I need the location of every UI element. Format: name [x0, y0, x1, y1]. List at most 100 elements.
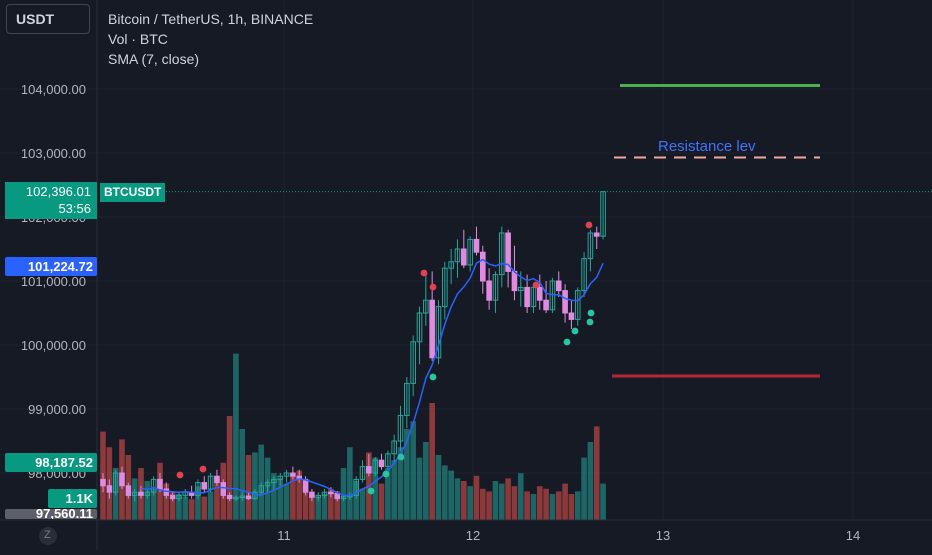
candle: [169, 492, 176, 502]
price-tick-label: 99,000.00: [28, 402, 86, 417]
candle-body: [492, 274, 499, 301]
candle: [100, 473, 106, 493]
candle: [131, 489, 138, 502]
price-tick-label: 104,000.00: [21, 82, 86, 97]
candle: [264, 479, 271, 493]
volume-bar: [486, 491, 492, 520]
volume-bar: [144, 481, 151, 520]
last-price-value: 102,396.01: [25, 184, 91, 199]
candle: [315, 492, 322, 502]
candle: [505, 229, 511, 288]
candle-body: [334, 492, 341, 500]
volume-bar: [359, 488, 366, 520]
volume-bar: [182, 496, 189, 520]
volume-indicator-label[interactable]: Vol · BTC: [108, 31, 168, 47]
volume-bar: [404, 429, 410, 520]
volume-bar: [442, 465, 448, 520]
volume-bar: [397, 447, 404, 520]
candle-body: [157, 478, 163, 490]
timezone-button[interactable]: Z: [39, 527, 57, 545]
candle: [397, 405, 404, 451]
volume-bar: [391, 460, 397, 520]
candle-body: [372, 459, 378, 474]
candle-body: [138, 491, 144, 496]
candle-body: [207, 475, 214, 490]
candle: [258, 482, 265, 496]
candle-body: [258, 485, 265, 493]
candle: [435, 300, 442, 365]
candle-body: [106, 485, 113, 493]
candle: [600, 191, 606, 240]
currency-button[interactable]: USDT: [6, 4, 90, 34]
candle-body: [144, 491, 151, 496]
candle-body: [290, 472, 296, 477]
candle: [461, 229, 467, 269]
volume-bar: [290, 475, 296, 520]
candle: [239, 492, 246, 502]
candle-body: [410, 341, 416, 384]
sell-signal-marker: [420, 269, 428, 277]
candle: [144, 489, 151, 499]
candle-body: [473, 238, 480, 253]
candle-body: [176, 494, 182, 500]
candle-body: [536, 286, 543, 301]
volume-bar: [574, 491, 581, 520]
candle: [385, 450, 391, 470]
volume-bar: [321, 494, 328, 520]
candle-body: [423, 299, 429, 314]
volume-bar: [252, 452, 258, 520]
candle-body: [163, 488, 170, 496]
candle: [536, 274, 543, 310]
candle: [201, 476, 208, 493]
buy-signal-marker: [587, 309, 595, 317]
volume-bar: [315, 496, 322, 520]
candle-body: [226, 494, 233, 500]
candle: [271, 476, 277, 489]
candle: [309, 489, 315, 502]
candle-body: [543, 299, 549, 311]
time-tick-label: 12: [466, 528, 480, 543]
volume-bar: [600, 483, 606, 520]
candle-body: [131, 491, 138, 496]
volume-bar: [372, 457, 378, 520]
candle-body: [391, 440, 397, 455]
volume-bar: [467, 486, 473, 520]
candle-body: [574, 290, 581, 320]
candle: [555, 271, 562, 297]
candle: [574, 287, 581, 326]
candle: [498, 226, 505, 288]
candle-body: [587, 232, 594, 260]
volume-bar: [498, 483, 505, 520]
candle-body: [562, 290, 568, 314]
sma-indicator-label[interactable]: SMA (7, close): [108, 51, 200, 67]
price-tick-label: 100,000.00: [21, 338, 86, 353]
symbol-title[interactable]: Bitcoin / TetherUS, 1h, BINANCE: [108, 11, 314, 27]
countdown-value: 53:56: [58, 201, 91, 216]
candle: [195, 479, 201, 499]
volume-bar: [524, 491, 530, 520]
candle: [176, 492, 182, 502]
candle-body: [467, 238, 473, 266]
volume-bar: [296, 470, 303, 520]
volume-bar: [169, 491, 176, 520]
candle: [226, 492, 233, 502]
volume-bar: [309, 494, 315, 520]
volume-bar: [549, 494, 556, 520]
candle: [233, 495, 239, 502]
volume-bar: [517, 473, 524, 520]
candle-body: [505, 232, 511, 272]
buy-signal-marker: [382, 470, 390, 478]
candle: [486, 268, 492, 310]
candle-body: [100, 478, 106, 487]
candle: [366, 453, 372, 477]
candle-body: [397, 414, 404, 442]
volume-bar: [581, 457, 587, 520]
volume-bar: [239, 429, 246, 520]
candle-body: [340, 496, 347, 500]
candle-body: [517, 286, 524, 292]
price-tick-label: 101,000.00: [21, 274, 86, 289]
volume-bar: [176, 494, 182, 520]
candle: [568, 300, 575, 329]
